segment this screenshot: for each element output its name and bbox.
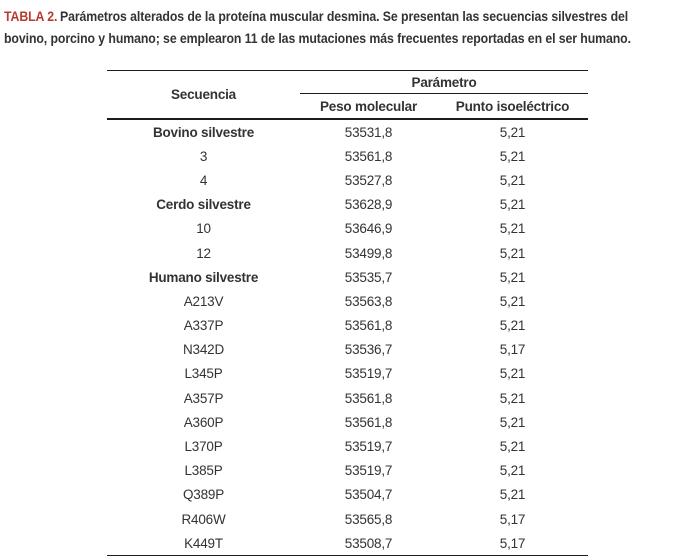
table-row: K449T 53508,7 5,17 xyxy=(107,531,589,557)
table-row: 10 53646,9 5,21 xyxy=(107,217,588,241)
table-row: Humano silvestre 53535,7 5,21 xyxy=(107,265,588,289)
sequence-cell: Cerdo silvestre xyxy=(156,197,251,213)
sequence-cell: 12 xyxy=(196,245,211,261)
isoelectric-point-cell: 5,21 xyxy=(499,463,526,479)
isoelectric-point-cell: 5,21 xyxy=(499,269,526,285)
header-row-group: Secuencia Parámetro xyxy=(107,70,589,120)
molecular-weight-cell: 53519,7 xyxy=(344,463,393,479)
isoelectric-point-cell: 5,21 xyxy=(499,318,526,334)
header-parametro-group: Parámetro xyxy=(300,70,589,94)
table-row: L345P 53519,7 5,21 xyxy=(107,362,588,386)
molecular-weight-cell: 53646,9 xyxy=(344,221,393,237)
isoelectric-point-cell: 5,21 xyxy=(499,414,526,430)
sequence-cell: L370P xyxy=(184,439,223,455)
sequence-cell: A213V xyxy=(183,293,224,309)
caption-line-1: TABLA 2. Parámetros alterados de la prote… xyxy=(4,6,689,28)
sequence-cell: 3 xyxy=(199,148,208,164)
isoelectric-point-cell: 5,21 xyxy=(499,245,526,261)
sequence-cell: A357P xyxy=(183,390,224,406)
molecular-weight-cell: 53561,8 xyxy=(344,390,393,406)
table-body: Bovino silvestre 53531,8 5,21 3 53561,8 … xyxy=(107,119,589,557)
molecular-weight-cell: 53561,8 xyxy=(344,318,393,334)
isoelectric-point-cell: 5,21 xyxy=(499,197,526,213)
table-row: 12 53499,8 5,21 xyxy=(107,241,588,265)
molecular-weight-cell: 53519,7 xyxy=(344,366,393,382)
isoelectric-point-cell: 5,17 xyxy=(437,531,589,557)
header-sequence: Secuencia xyxy=(107,70,300,120)
isoelectric-point-cell: 5,21 xyxy=(499,148,526,164)
molecular-weight-cell: 53504,7 xyxy=(344,487,393,503)
table-row: 4 53527,8 5,21 xyxy=(107,168,588,192)
isoelectric-point-cell: 5,21 xyxy=(499,221,526,237)
isoelectric-point-cell: 5,21 xyxy=(499,172,526,188)
molecular-weight-cell: 53535,7 xyxy=(344,269,393,285)
table-row: A213V 53563,8 5,21 xyxy=(107,289,588,313)
table-row: 3 53561,8 5,21 xyxy=(107,144,588,168)
table-row: Q389P 53504,7 5,21 xyxy=(107,483,588,507)
table-header: Secuencia Parámetro Peso molecular Punto… xyxy=(107,70,589,120)
isoelectric-point-cell: 5,17 xyxy=(499,342,526,358)
isoelectric-point-cell: 5,21 xyxy=(499,439,526,455)
molecular-weight-cell: 53536,7 xyxy=(344,342,393,358)
caption-line-2: bovino, porcino y humano; se emplearon 1… xyxy=(4,29,631,46)
header-row-sub: Peso molecular Punto isoeléctrico xyxy=(107,93,589,120)
sequence-cell: K449T xyxy=(107,531,300,557)
sequence-cell: Q389P xyxy=(182,487,225,503)
isoelectric-point-cell: 5,21 xyxy=(499,293,526,309)
sequence-cell: Bovino silvestre xyxy=(152,124,255,140)
sequence-cell: 10 xyxy=(196,221,211,237)
table-row: A337P 53561,8 5,21 xyxy=(107,314,588,338)
sequence-cell: L345P xyxy=(184,366,223,382)
isoelectric-point-cell: 5,17 xyxy=(499,511,526,527)
sequence-cell: A337P xyxy=(183,318,224,334)
sequence-cell: L385P xyxy=(184,463,223,479)
isoelectric-point-cell: 5,21 xyxy=(499,366,526,382)
molecular-weight-cell: 53561,8 xyxy=(344,414,393,430)
isoelectric-point-cell: 5,21 xyxy=(499,390,526,406)
molecular-weight-cell: 53499,8 xyxy=(344,245,393,261)
table-row: A357P 53561,8 5,21 xyxy=(107,386,588,410)
molecular-weight-cell: 53565,8 xyxy=(344,511,393,527)
table-row: A360P 53561,8 5,21 xyxy=(107,410,588,434)
molecular-weight-cell: 53563,8 xyxy=(344,293,393,309)
sequence-cell: R406W xyxy=(181,511,226,527)
molecular-weight-cell: 53527,8 xyxy=(344,172,393,188)
table-row: L370P 53519,7 5,21 xyxy=(107,434,588,458)
table-row: L385P 53519,7 5,21 xyxy=(107,459,588,483)
header-molecular-weight: Peso molecular xyxy=(300,93,437,120)
table-caption: TABLA 2. Parámetros alterados de la prote… xyxy=(4,6,689,49)
sequence-cell: Humano silvestre xyxy=(148,269,259,285)
table-row: Bovino silvestre 53531,8 5,21 xyxy=(107,119,588,144)
sequence-cell: N342D xyxy=(182,342,225,358)
table-row: N342D 53536,7 5,17 xyxy=(107,338,588,362)
molecular-weight-cell: 53628,9 xyxy=(344,197,393,213)
molecular-weight-cell: 53561,8 xyxy=(344,148,393,164)
table-row: R406W 53565,8 5,17 xyxy=(107,507,588,531)
table-row: Cerdo silvestre 53628,9 5,21 xyxy=(107,193,588,217)
sequence-cell: 4 xyxy=(199,172,208,188)
molecular-weight-cell: 53531,8 xyxy=(344,124,393,140)
sequence-cell: A360P xyxy=(183,414,224,430)
isoelectric-point-cell: 5,21 xyxy=(499,124,526,140)
isoelectric-point-cell: 5,21 xyxy=(499,487,526,503)
parameters-table: Secuencia Parámetro Peso molecular Punto… xyxy=(107,70,589,557)
molecular-weight-cell: 53508,7 xyxy=(300,531,437,557)
header-isoelectric-point: Punto isoeléctrico xyxy=(437,93,589,120)
caption-text-1: Parámetros alterados de la proteína musc… xyxy=(59,8,629,24)
molecular-weight-cell: 53519,7 xyxy=(344,439,393,455)
table-number-label: TABLA 2. xyxy=(4,8,58,24)
